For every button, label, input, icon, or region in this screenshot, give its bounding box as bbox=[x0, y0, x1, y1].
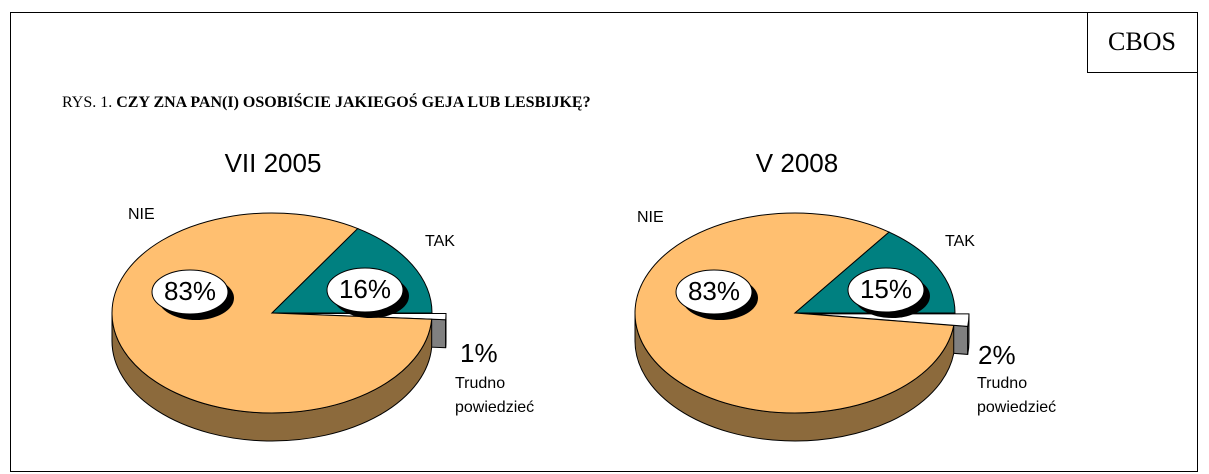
frame bbox=[10, 12, 1198, 472]
category-label: TAK bbox=[425, 233, 455, 250]
value-label: 2% bbox=[978, 340, 1016, 370]
figure-number: RYS. 1. bbox=[62, 94, 112, 111]
pie-title: VII 2005 bbox=[225, 148, 322, 178]
source-box bbox=[1087, 12, 1198, 73]
label-bubble bbox=[675, 269, 753, 315]
category-label: NIE bbox=[637, 209, 664, 226]
value-label: 83% bbox=[164, 276, 216, 306]
label-bubble bbox=[326, 267, 404, 313]
pie-title: V 2008 bbox=[756, 148, 838, 178]
category-label: Trudno powiedzieć bbox=[977, 375, 1057, 416]
question: CZY ZNA PAN(I) OSOBIŚCIE JAKIEGOŚ GEJA L… bbox=[116, 92, 590, 111]
value-label: 16% bbox=[339, 274, 391, 304]
value-label: 83% bbox=[688, 276, 740, 306]
category-label: TAK bbox=[945, 233, 975, 250]
category-label: NIE bbox=[128, 206, 155, 223]
label-bubble bbox=[151, 269, 229, 315]
source: CBOS bbox=[1108, 27, 1176, 56]
value-label: 1% bbox=[460, 338, 498, 368]
value-label: 15% bbox=[860, 274, 912, 304]
figure-title: RYS. 1. CZY ZNA PAN(I) OSOBIŚCIE JAKIEGO… bbox=[62, 92, 591, 111]
category-label: Trudno powiedzieć bbox=[455, 375, 535, 416]
label-bubble bbox=[847, 267, 925, 313]
